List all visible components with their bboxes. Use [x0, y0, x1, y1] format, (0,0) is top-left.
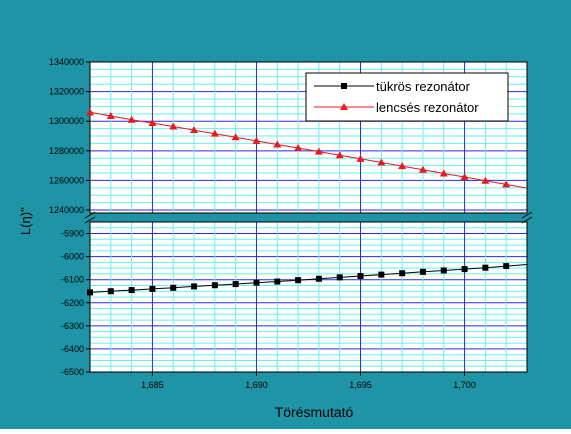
- axis-break-gap: [86, 214, 94, 221]
- data-point-triangle: [106, 112, 115, 120]
- data-point-triangle: [210, 129, 219, 137]
- data-point-triangle: [356, 154, 365, 162]
- data-point-square: [107, 288, 114, 295]
- data-point-triangle: [148, 118, 157, 126]
- data-point-square: [274, 278, 281, 285]
- data-point-triangle: [502, 180, 511, 188]
- y-tick-label-lower: -6500: [61, 367, 84, 377]
- data-point-square: [191, 283, 198, 290]
- plot-border: [89, 221, 528, 373]
- legend-label-1: tükrös rezonátor: [376, 79, 471, 94]
- data-point-square: [419, 268, 426, 275]
- data-point-square: [149, 285, 156, 292]
- y-tick-label-lower: -6300: [61, 321, 84, 331]
- axis-break-mark: [84, 211, 96, 219]
- legend-label-2: lencsés rezonátor: [376, 100, 479, 115]
- data-point-triangle: [273, 140, 282, 148]
- data-point-triangle: [231, 133, 240, 141]
- y-tick-label-upper: 1260000: [49, 175, 84, 185]
- data-point-square: [232, 281, 239, 288]
- data-point-triangle: [252, 136, 261, 144]
- data-point-square: [461, 266, 468, 273]
- data-point-triangle: [418, 165, 427, 173]
- x-tick-label: 1,690: [245, 380, 268, 390]
- data-point-square: [87, 289, 93, 296]
- y-tick-label-lower: -6200: [61, 298, 84, 308]
- x-tick-label: 1,700: [453, 380, 476, 390]
- data-point-triangle: [398, 162, 407, 170]
- data-point-square: [378, 271, 385, 278]
- data-point-triangle: [481, 176, 490, 184]
- plot-border: [89, 61, 528, 214]
- data-point-triangle: [127, 115, 136, 123]
- y-tick-label-upper: 1320000: [49, 87, 84, 97]
- axis-break-mark: [521, 216, 533, 224]
- data-point-square: [128, 287, 135, 294]
- legend-marker-square: [341, 83, 347, 89]
- y-tick-label-upper: 1280000: [49, 146, 84, 156]
- data-point-triangle: [460, 173, 469, 181]
- series-line-1: [89, 264, 528, 293]
- data-point-square: [503, 263, 510, 270]
- x-axis-label: Törésmutató: [275, 404, 354, 420]
- data-point-triangle: [377, 158, 386, 166]
- data-point-square: [295, 277, 302, 284]
- data-point-square: [253, 279, 260, 286]
- y-tick-label-lower: -6400: [61, 344, 84, 354]
- x-tick-label: 1,695: [349, 380, 372, 390]
- data-point-square: [170, 284, 177, 291]
- y-axis-label: L(η)'': [18, 207, 33, 235]
- data-point-triangle: [335, 151, 344, 159]
- data-point-square: [482, 264, 489, 271]
- data-point-square: [336, 274, 343, 281]
- data-point-square: [399, 270, 406, 277]
- data-point-square: [440, 267, 447, 274]
- y-tick-label-lower: -5900: [61, 229, 84, 239]
- axes: 1340000 1320000 1300000 1280000 1260000 12400…: [49, 57, 533, 390]
- data-point-triangle: [86, 108, 94, 116]
- legend-box: [305, 72, 509, 122]
- axis-break-mark: [84, 216, 96, 224]
- y-tick-label-upper: 1240000: [49, 205, 84, 215]
- y-tick-label-lower: -6100: [61, 275, 84, 285]
- series-line-2: [89, 111, 528, 189]
- data-point-square: [315, 275, 322, 282]
- y-tick-label-upper: 1300000: [49, 116, 84, 126]
- plot-area-lower: [89, 221, 528, 373]
- data-point-square: [211, 282, 218, 289]
- data-point-triangle: [314, 147, 323, 155]
- y-tick-label-lower: -6000: [61, 252, 84, 262]
- data-point-triangle: [169, 122, 178, 130]
- data-point-triangle: [439, 169, 448, 177]
- data-point-triangle: [190, 126, 199, 134]
- legend: tükrös rezonátor lencsés rezonátor: [305, 72, 509, 122]
- x-tick-label: 1,685: [141, 380, 164, 390]
- y-tick-label-upper: 1340000: [49, 57, 84, 67]
- axis-break-mark: [521, 211, 533, 219]
- legend-marker-triangle: [340, 103, 348, 110]
- axis-break-gap: [523, 214, 531, 221]
- data-point-triangle: [294, 144, 303, 152]
- series-layer: [86, 108, 528, 296]
- data-point-square: [357, 273, 364, 279]
